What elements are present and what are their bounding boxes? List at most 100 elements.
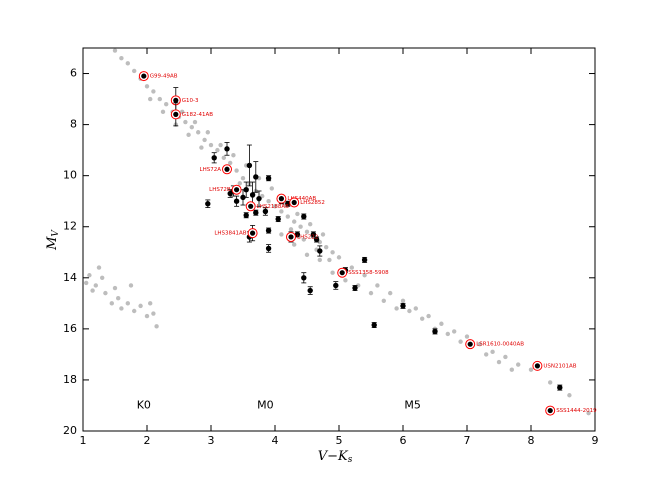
- point: [361, 257, 368, 263]
- point: [291, 199, 297, 206]
- point: [125, 301, 130, 306]
- point: [211, 155, 217, 161]
- point: [400, 298, 406, 303]
- point: [196, 130, 201, 135]
- point: [119, 56, 124, 61]
- point: [253, 209, 259, 216]
- point: [381, 298, 386, 303]
- point: [234, 168, 239, 173]
- point: [567, 393, 572, 398]
- point: [349, 265, 354, 270]
- point: [215, 147, 220, 153]
- point: [295, 211, 300, 217]
- point: [313, 236, 320, 243]
- point: [208, 142, 214, 148]
- point: [547, 407, 553, 414]
- point: [84, 280, 89, 286]
- point: [199, 145, 204, 150]
- point: [375, 283, 380, 288]
- point: [503, 354, 508, 360]
- x-tick-label: 6: [400, 434, 407, 447]
- point: [243, 187, 249, 193]
- point: [228, 160, 233, 166]
- point: [144, 84, 150, 89]
- point: [301, 213, 307, 220]
- point: [151, 311, 156, 316]
- point: [125, 61, 130, 66]
- point: [368, 290, 374, 296]
- point: [112, 285, 118, 291]
- y-tick-label: 6: [70, 67, 77, 80]
- point: [304, 252, 310, 258]
- point: [253, 174, 259, 180]
- point: [484, 352, 489, 357]
- point: [308, 221, 313, 227]
- point: [248, 203, 254, 209]
- point: [265, 227, 272, 234]
- point: [224, 166, 230, 172]
- point: [394, 306, 399, 311]
- point: [407, 308, 412, 314]
- point: [151, 89, 156, 94]
- point: [227, 190, 233, 197]
- point: [343, 278, 348, 283]
- point: [467, 341, 473, 347]
- point: [119, 306, 124, 311]
- point-label: LSR1610-0040AB: [476, 342, 524, 348]
- point: [557, 384, 563, 391]
- point: [109, 301, 115, 306]
- y-axis-label: MV: [45, 229, 61, 251]
- point: [301, 237, 306, 242]
- point: [307, 287, 313, 294]
- point: [160, 109, 166, 115]
- point: [477, 341, 482, 347]
- point-label: LHS72A: [200, 167, 222, 173]
- point: [186, 132, 191, 138]
- point: [266, 199, 271, 204]
- point: [154, 324, 159, 329]
- point: [141, 73, 147, 79]
- point: [330, 250, 335, 255]
- point-label: SSS1444-2019: [556, 408, 597, 414]
- point: [202, 137, 207, 143]
- point: [173, 97, 179, 103]
- x-tick-label: 8: [528, 434, 535, 447]
- point: [240, 194, 246, 201]
- point-label: SSS1358-5908: [348, 270, 389, 276]
- point: [93, 283, 99, 288]
- point: [112, 48, 118, 53]
- point: [362, 273, 367, 278]
- point: [310, 231, 317, 238]
- point: [388, 290, 393, 296]
- point: [439, 321, 444, 326]
- point: [262, 208, 269, 215]
- point: [272, 204, 278, 209]
- point: [246, 162, 253, 169]
- point: [371, 322, 377, 328]
- y-tick-label: 12: [63, 220, 77, 233]
- point: [249, 192, 256, 198]
- y-tick-label: 8: [70, 118, 77, 131]
- point: [509, 367, 514, 372]
- annotation: M0: [257, 398, 274, 411]
- point: [116, 296, 121, 301]
- annotation: K0: [137, 398, 151, 411]
- point: [336, 255, 342, 260]
- point: [330, 270, 335, 275]
- point: [279, 209, 284, 214]
- x-tick-label: 9: [592, 434, 599, 447]
- point: [458, 339, 463, 344]
- point: [250, 230, 256, 236]
- point: [292, 219, 297, 224]
- point: [490, 349, 495, 355]
- point: [100, 275, 105, 280]
- point-label: LHS2188AB: [257, 204, 289, 210]
- point: [231, 153, 236, 158]
- point: [240, 176, 246, 181]
- point: [233, 198, 240, 204]
- point: [265, 175, 272, 181]
- point: [234, 187, 240, 193]
- point: [265, 245, 272, 252]
- point: [90, 288, 95, 293]
